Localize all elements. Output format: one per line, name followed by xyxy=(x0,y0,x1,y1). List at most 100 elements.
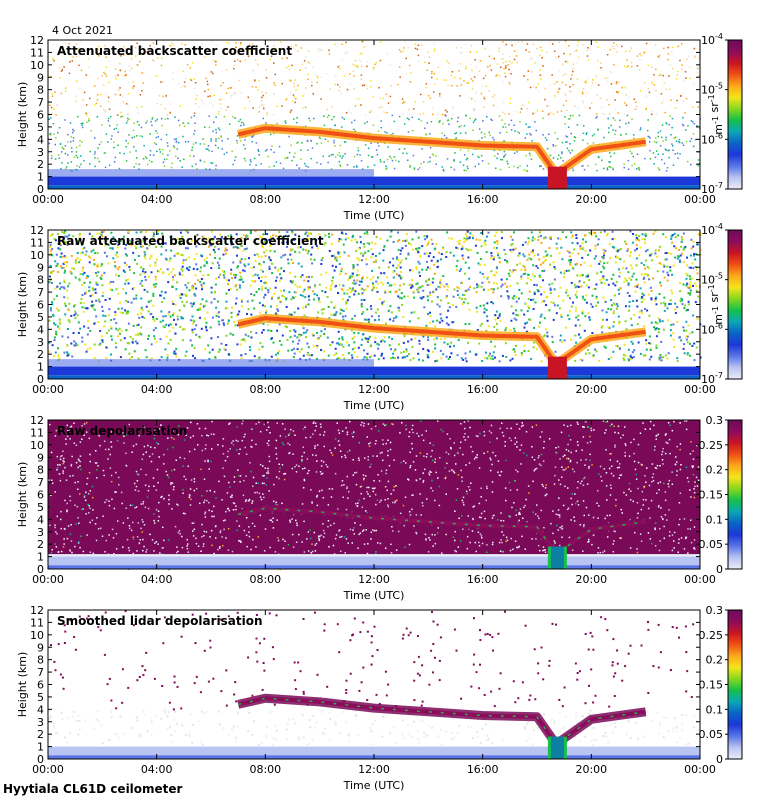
x-tick-label: 12:00 xyxy=(358,573,390,586)
y-tick-label: 5 xyxy=(37,311,44,324)
y-tick-label: 7 xyxy=(37,666,44,679)
x-tick-label: 00:00 xyxy=(32,573,64,586)
y-tick-label: 3 xyxy=(37,146,44,159)
y-tick-label: 6 xyxy=(37,679,44,692)
x-tick-label: 04:00 xyxy=(141,763,173,776)
y-tick-label: 1 xyxy=(37,741,44,754)
x-tick-label: 08:00 xyxy=(249,573,281,586)
colorbar-tick-label: 0.1 xyxy=(706,703,724,716)
colorbar-tick-label: 0.1 xyxy=(706,513,724,526)
x-tick-label: 12:00 xyxy=(358,193,390,206)
y-tick-label: 8 xyxy=(37,654,44,667)
x-tick-label: 08:00 xyxy=(249,193,281,206)
y-tick-label: 8 xyxy=(37,274,44,287)
y-tick-label: 12 xyxy=(30,224,44,237)
x-tick-label: 16:00 xyxy=(467,383,499,396)
colorbar-tick-label: 0.3 xyxy=(706,604,724,617)
y-tick-label: 8 xyxy=(37,464,44,477)
y-tick-label: 1 xyxy=(37,171,44,184)
y-tick-label: 0 xyxy=(37,563,44,576)
x-tick-label: 08:00 xyxy=(249,763,281,776)
colorbar-tick-label: 0.25 xyxy=(699,439,724,452)
date-label: 4 Oct 2021 xyxy=(52,24,113,37)
colorbar-tick-label: 10-7 xyxy=(701,181,723,196)
y-tick-label: 6 xyxy=(37,299,44,312)
x-axis-label: Time (UTC) xyxy=(343,589,405,602)
x-tick-label: 20:00 xyxy=(575,763,607,776)
y-tick-label: 6 xyxy=(37,489,44,502)
colorbar-tick-label: 10-5 xyxy=(701,82,723,97)
y-tick-label: 11 xyxy=(30,46,44,59)
panel-title: Raw attenuated backscatter coefficient xyxy=(57,234,324,248)
y-tick-label: 12 xyxy=(30,604,44,617)
x-tick-label: 16:00 xyxy=(467,193,499,206)
y-tick-label: 7 xyxy=(37,286,44,299)
heatmap-field xyxy=(48,230,702,379)
x-tick-label: 20:00 xyxy=(575,573,607,586)
y-tick-label: 2 xyxy=(37,348,44,361)
colorbar-unit: m-1 sr-1 xyxy=(707,284,725,324)
colorbar-tick-label: 10-7 xyxy=(701,371,723,386)
colorbar-tick-label: 0.2 xyxy=(706,654,724,667)
y-tick-label: 1 xyxy=(37,551,44,564)
y-tick-label: 11 xyxy=(30,236,44,249)
y-tick-label: 9 xyxy=(37,641,44,654)
footer-label: Hyytiala CL61D ceilometer xyxy=(3,782,183,796)
y-axis-label: Height (km) xyxy=(16,462,29,528)
y-axis-label: Height (km) xyxy=(16,272,29,338)
x-tick-label: 20:00 xyxy=(575,383,607,396)
panel-title: Raw depolarisation xyxy=(57,424,187,438)
colorbar-unit: m-1 sr-1 xyxy=(707,94,725,134)
colorbar: 10-7 10-6 10-5 10-4 m-1 sr-1 xyxy=(701,222,743,386)
y-tick-label: 12 xyxy=(30,34,44,47)
colorbar-tick-label: 10-4 xyxy=(701,32,723,47)
x-tick-label: 20:00 xyxy=(575,193,607,206)
y-tick-label: 10 xyxy=(30,629,44,642)
y-tick-label: 2 xyxy=(37,158,44,171)
y-tick-label: 0 xyxy=(37,373,44,386)
y-tick-label: 3 xyxy=(37,526,44,539)
colorbar-tick-label: 0.05 xyxy=(699,538,724,551)
y-tick-label: 10 xyxy=(30,439,44,452)
y-tick-label: 10 xyxy=(30,249,44,262)
y-tick-label: 9 xyxy=(37,261,44,274)
y-tick-label: 2 xyxy=(37,538,44,551)
y-tick-label: 6 xyxy=(37,109,44,122)
y-tick-label: 5 xyxy=(37,691,44,704)
y-tick-label: 5 xyxy=(37,501,44,514)
colorbar-tick-label: 0.3 xyxy=(706,414,724,427)
colorbar-tick-label: 10-5 xyxy=(701,272,723,287)
x-axis-label: Time (UTC) xyxy=(343,399,405,412)
panel-title: Attenuated backscatter coefficient xyxy=(57,44,292,58)
y-axis-label: Height (km) xyxy=(16,82,29,148)
colorbar: 0 0.05 0.1 0.15 0.2 0.25 0.3 xyxy=(699,604,743,766)
x-tick-label: 08:00 xyxy=(249,383,281,396)
x-tick-label: 04:00 xyxy=(141,383,173,396)
x-tick-label: 00:00 xyxy=(684,763,716,776)
colorbar-tick-label: 10-6 xyxy=(701,131,723,146)
colorbar-tick-label: 0.25 xyxy=(699,629,724,642)
x-tick-label: 16:00 xyxy=(467,763,499,776)
plot-area xyxy=(48,40,700,189)
y-tick-label: 8 xyxy=(37,84,44,97)
x-tick-label: 00:00 xyxy=(684,193,716,206)
y-tick-label: 10 xyxy=(30,59,44,72)
y-tick-label: 1 xyxy=(37,361,44,374)
y-tick-label: 11 xyxy=(30,426,44,439)
colorbar: 10-7 10-6 10-5 10-4 m-1 sr-1 xyxy=(701,32,743,196)
panel-title: Smoothed lidar depolarisation xyxy=(57,614,263,628)
x-axis-label: Time (UTC) xyxy=(343,209,405,222)
y-tick-label: 4 xyxy=(37,133,44,146)
y-axis-label: Height (km) xyxy=(16,652,29,718)
y-tick-label: 7 xyxy=(37,96,44,109)
y-tick-label: 4 xyxy=(37,323,44,336)
colorbar-tick-label: 0 xyxy=(716,563,723,576)
x-tick-label: 12:00 xyxy=(358,383,390,396)
y-tick-label: 4 xyxy=(37,513,44,526)
y-tick-label: 0 xyxy=(37,753,44,766)
